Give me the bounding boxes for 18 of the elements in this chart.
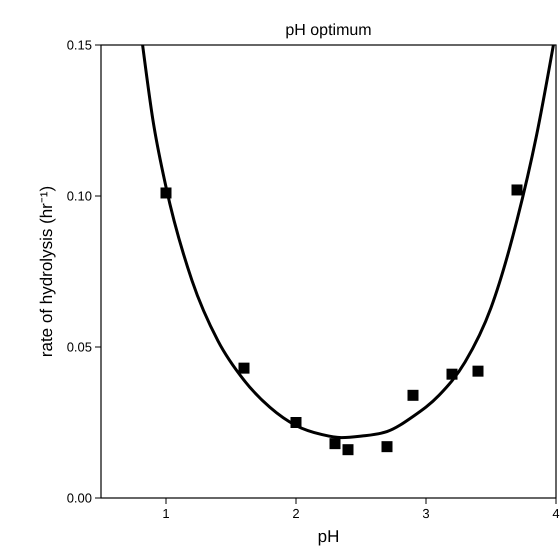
y-tick-label: 0.05	[66, 340, 92, 354]
point	[408, 390, 418, 401]
point	[472, 366, 484, 377]
point	[382, 441, 392, 452]
point	[512, 184, 522, 196]
x-axis-title: pH	[318, 527, 340, 546]
x-tick-label: 2	[292, 506, 300, 521]
y-tick-label: 0.10	[66, 188, 92, 204]
point	[330, 438, 340, 450]
y-tick-label: 0.00	[66, 490, 92, 506]
y-tick-label: 0.15	[66, 38, 92, 52]
x-tick-label: 3	[422, 506, 430, 521]
x-tick-label: 1	[162, 506, 170, 521]
y-axis-title: rate of hydrolysis (hr⁻¹)	[37, 186, 56, 358]
x-tick-label: 4	[552, 506, 560, 521]
point	[238, 362, 250, 374]
chart-title: pH optimum	[285, 22, 372, 39]
point	[342, 444, 354, 456]
